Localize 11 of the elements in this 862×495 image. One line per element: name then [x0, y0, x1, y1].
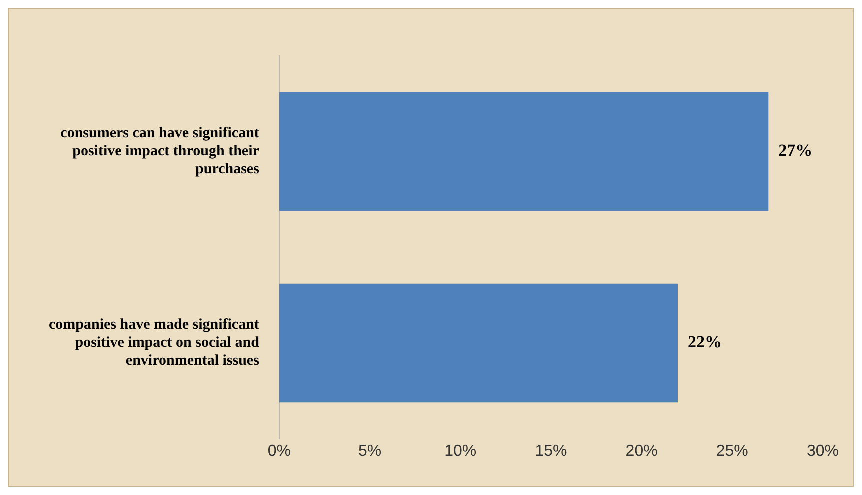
x-tick-label: 5%	[358, 443, 382, 460]
data-label: 27%	[778, 141, 813, 160]
x-tick-label: 10%	[444, 443, 477, 460]
y-tick-label: companies have made significant positive impact on social and environmental issues	[48, 317, 260, 370]
x-tick-label: 30%	[806, 443, 840, 460]
x-tick-label: 20%	[626, 443, 658, 460]
x-tick-label: 0%	[268, 443, 291, 460]
data-label: 22%	[688, 332, 722, 352]
x-tick-label: 25%	[716, 443, 748, 460]
x-tick-label: 15%	[535, 443, 568, 460]
y-tick-label: consumers can have significant positive impact through their purchases	[60, 126, 260, 178]
